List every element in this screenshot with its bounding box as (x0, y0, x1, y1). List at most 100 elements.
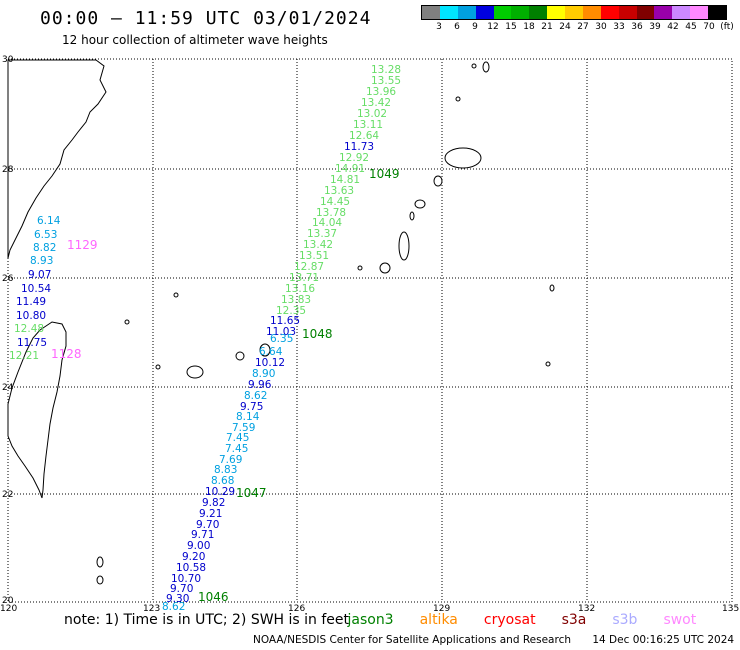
wave-height-label: 6.14 (37, 215, 61, 227)
wave-height-label: 13.42 (303, 239, 333, 251)
wave-height-label: 8.82 (33, 242, 56, 254)
wave-height-label: 13.42 (361, 97, 391, 109)
legend-label: 24 (559, 22, 571, 32)
wave-height-label: 10.29 (205, 486, 235, 498)
satellite-name-jason3: jason3 (347, 612, 394, 628)
wave-height-label: 10.70 (171, 573, 201, 585)
wave-height-label: 8.90 (252, 368, 275, 380)
coastlines (7, 59, 555, 585)
legend-label: 39 (649, 22, 661, 32)
island (471, 63, 477, 69)
legend-swatch (618, 6, 637, 19)
map-title: 00:00 – 11:59 UTC 03/01/2024 (40, 8, 372, 29)
legend-label: 33 (613, 22, 625, 32)
x-tick-label: 123 (143, 604, 160, 614)
wave-height-label: 9.07 (28, 269, 51, 281)
wave-height-label: 11.65 (270, 315, 300, 327)
satellite-name-s3a: s3a (561, 612, 587, 628)
island (414, 199, 426, 209)
wave-height-label: 9.00 (187, 540, 210, 552)
wave-height-label: 8.62 (162, 601, 185, 613)
wave-height-label: 8.14 (236, 411, 260, 423)
legend-swatch (690, 6, 708, 19)
wave-height-label: 8.93 (30, 255, 53, 267)
pass-time-label: 1048 (302, 327, 333, 341)
wave-height-label: 13.63 (324, 185, 354, 197)
wave-height-label: 13.51 (299, 250, 329, 262)
wave-height-label: 11.03 (266, 326, 296, 338)
legend-swatch (672, 6, 691, 19)
wave-height-label: 10.54 (21, 283, 51, 295)
wave-height-label: 13.96 (366, 86, 396, 98)
wave-height-label: 12.48 (14, 323, 44, 335)
y-tick-label: 22 (2, 490, 13, 500)
legend-swatch (565, 6, 583, 19)
wave-height-label: 11.75 (17, 337, 47, 349)
lat-lon-grid (7, 58, 733, 603)
legend-label: 18 (523, 22, 535, 32)
x-tick-label: 126 (288, 604, 305, 614)
wave-height-label: 12.92 (339, 152, 369, 164)
wave-height-label: 13.28 (371, 64, 401, 76)
legend-labels: 3 6 9 12 15 18 21 24 27 30 33 36 39 42 45 70 (ft) (421, 20, 734, 34)
footer: NOAA/NESDIS Center for Satellite Applica… (253, 634, 740, 646)
pass-time-label: 1129 (67, 238, 98, 252)
wave-height-label: 9.21 (199, 508, 222, 520)
legend-swatch (439, 6, 458, 19)
wave-height-label: 9.75 (240, 401, 263, 413)
legend-swatch (457, 6, 476, 19)
island (545, 361, 551, 367)
legend-label: 30 (595, 22, 607, 32)
pass-time-labels: 1049 1048 1047 1046 1129 1128 (51, 167, 400, 604)
wave-height-label: 7.45 (225, 443, 248, 455)
island (96, 575, 104, 585)
wave-height-label: 13.16 (285, 283, 315, 295)
wave-height-label: 12.87 (294, 261, 324, 273)
amami-island (398, 231, 410, 261)
map-frame (7, 58, 733, 603)
track-a-wave-heights: 13.2813.5513.9613.4213.0213.1112.6411.73… (162, 64, 401, 613)
wave-height-label: 11.49 (16, 296, 46, 308)
legend-swatch (708, 6, 726, 19)
y-tick-label: 30 (2, 55, 14, 65)
island (96, 556, 104, 568)
satellite-list: jason3 altika cryosat s3a s3b swot (347, 612, 697, 628)
legend-swatch (511, 6, 530, 19)
legend-label: 36 (631, 22, 643, 32)
axis-tick-labels: 120 123 126 129 132 135 30 28 26 24 22 20 (0, 55, 739, 614)
wave-height-label: 7.45 (226, 432, 249, 444)
legend-swatch (422, 6, 440, 19)
wave-height-label: 12.21 (9, 350, 39, 362)
x-tick-label: 120 (0, 604, 17, 614)
wave-height-label: 8.68 (211, 475, 234, 487)
wave-height-label: 13.83 (281, 294, 311, 306)
island (549, 284, 555, 292)
wave-height-label: 9.70 (196, 519, 219, 531)
island (379, 262, 391, 274)
satellite-name-swot: swot (663, 612, 697, 628)
wave-height-label: 13.11 (353, 119, 383, 131)
x-tick-label: 129 (433, 604, 450, 614)
satellite-name-s3b: s3b (612, 612, 638, 628)
y-tick-label: 24 (2, 383, 14, 393)
legend-label: 15 (505, 22, 517, 32)
wave-height-label: 9.96 (248, 379, 272, 391)
wave-height-label: 14.91 (335, 163, 365, 175)
legend-label: 42 (667, 22, 679, 32)
pass-time-label: 1049 (369, 167, 400, 181)
satellite-name-altika: altika (419, 612, 458, 628)
wave-height-label: 8.83 (214, 464, 237, 476)
island (482, 61, 490, 73)
legend-label: 9 (472, 22, 478, 32)
legend-swatch (529, 6, 548, 19)
y-tick-label: 26 (2, 274, 14, 284)
wave-height-label: 11.73 (344, 141, 374, 153)
island (235, 351, 245, 361)
map-subtitle: 12 hour collection of altimeter wave hei… (62, 33, 328, 47)
wave-height-label: 13.37 (307, 228, 337, 240)
island (357, 265, 363, 271)
legend-swatch (600, 6, 619, 19)
island (186, 365, 204, 379)
